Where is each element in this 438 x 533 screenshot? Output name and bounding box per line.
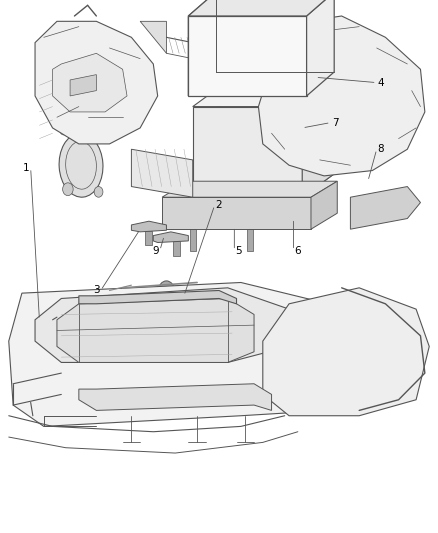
Text: 7: 7 <box>332 118 339 127</box>
Polygon shape <box>188 0 334 16</box>
Text: 5: 5 <box>235 246 242 255</box>
Polygon shape <box>35 21 158 144</box>
Circle shape <box>186 349 191 354</box>
Polygon shape <box>263 288 429 416</box>
Circle shape <box>379 88 392 104</box>
Circle shape <box>351 113 367 132</box>
Bar <box>173 241 180 256</box>
Text: 1: 1 <box>23 163 30 173</box>
Text: 6: 6 <box>294 246 301 255</box>
Polygon shape <box>302 81 337 197</box>
Polygon shape <box>70 75 96 96</box>
Circle shape <box>163 286 170 295</box>
Bar <box>190 229 196 251</box>
Bar <box>162 288 170 304</box>
Polygon shape <box>131 221 166 232</box>
Circle shape <box>117 345 128 359</box>
Circle shape <box>117 308 128 321</box>
Circle shape <box>183 308 194 321</box>
Bar <box>247 229 253 251</box>
Polygon shape <box>57 298 254 362</box>
Polygon shape <box>79 290 237 304</box>
Circle shape <box>94 187 103 197</box>
Text: 9: 9 <box>152 246 159 255</box>
Circle shape <box>364 208 372 219</box>
Polygon shape <box>35 288 289 362</box>
Polygon shape <box>131 149 193 197</box>
Ellipse shape <box>59 133 103 197</box>
Circle shape <box>63 183 73 196</box>
Polygon shape <box>350 187 420 229</box>
Circle shape <box>186 312 191 317</box>
Polygon shape <box>193 107 302 197</box>
Polygon shape <box>193 172 337 197</box>
Circle shape <box>120 349 125 354</box>
Polygon shape <box>153 232 188 243</box>
Polygon shape <box>307 0 334 96</box>
Polygon shape <box>9 282 407 426</box>
Circle shape <box>247 91 261 107</box>
Polygon shape <box>162 197 311 229</box>
Text: 4: 4 <box>378 78 385 87</box>
Circle shape <box>216 95 222 102</box>
Text: 2: 2 <box>215 200 223 210</box>
Bar <box>198 288 205 304</box>
Bar <box>228 53 250 75</box>
Polygon shape <box>140 21 166 53</box>
Polygon shape <box>162 181 337 197</box>
Polygon shape <box>311 181 337 229</box>
Polygon shape <box>53 53 127 112</box>
Circle shape <box>159 281 174 300</box>
Circle shape <box>244 206 255 220</box>
Polygon shape <box>188 0 216 96</box>
Circle shape <box>212 91 226 107</box>
Text: 8: 8 <box>378 144 385 154</box>
Circle shape <box>187 206 198 220</box>
Circle shape <box>389 201 400 215</box>
FancyBboxPatch shape <box>16 347 43 370</box>
Bar <box>145 231 152 245</box>
Polygon shape <box>79 384 272 410</box>
Circle shape <box>251 95 257 102</box>
Polygon shape <box>193 81 337 107</box>
Bar <box>119 288 127 304</box>
Polygon shape <box>258 16 425 176</box>
Polygon shape <box>188 16 307 96</box>
Circle shape <box>120 312 125 317</box>
Circle shape <box>183 345 194 359</box>
Circle shape <box>247 210 252 216</box>
FancyBboxPatch shape <box>20 306 55 333</box>
Text: 3: 3 <box>93 286 100 295</box>
Circle shape <box>190 210 195 216</box>
